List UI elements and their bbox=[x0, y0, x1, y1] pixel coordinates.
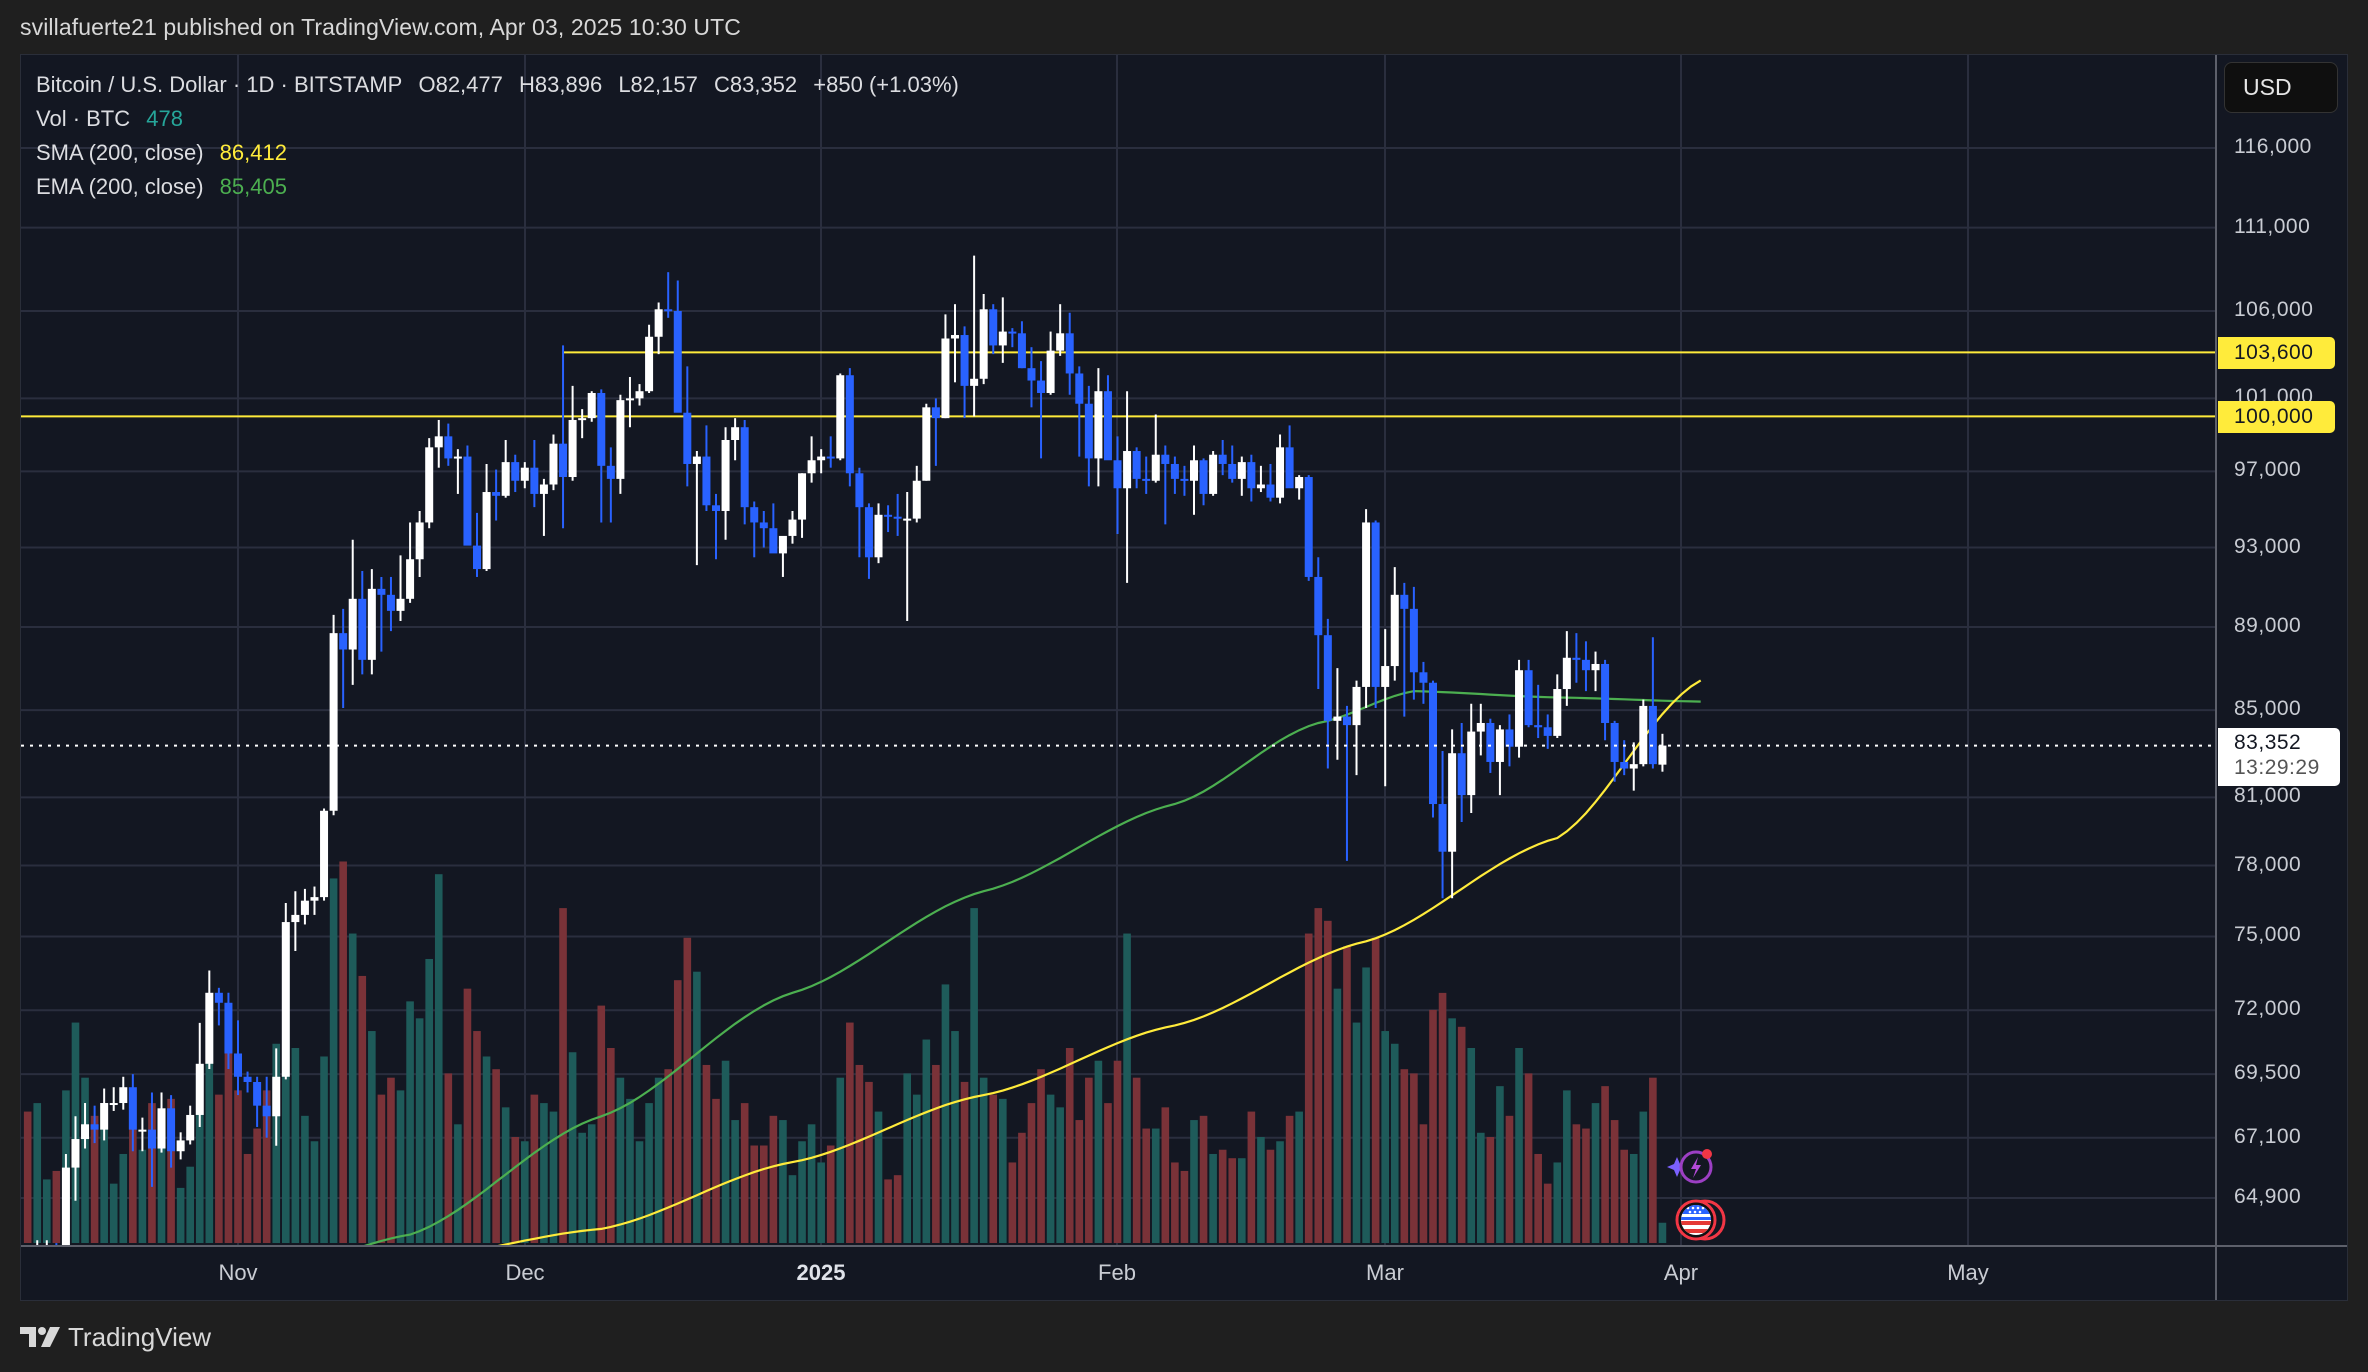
legend-low: L82,157 bbox=[618, 72, 698, 97]
legend-change: +850 (+1.03%) bbox=[813, 72, 959, 97]
sma-200-line bbox=[492, 679, 1702, 1246]
sma-value: 86,412 bbox=[219, 140, 287, 165]
time-tick-label: Feb bbox=[1098, 1260, 1136, 1285]
publication-header: svillafuerte21 published on TradingView.… bbox=[20, 14, 741, 40]
last-price: 83,352 bbox=[2234, 731, 2302, 754]
price-tick-label: 106,000 bbox=[2234, 297, 2314, 321]
price-tick-label: 93,000 bbox=[2234, 534, 2302, 558]
price-tick-label: 75,000 bbox=[2234, 923, 2302, 947]
event-us-economic-icon[interactable] bbox=[1675, 1197, 1727, 1248]
price-tick-label: 111,000 bbox=[2234, 214, 2311, 238]
price-tick-label: 89,000 bbox=[2234, 614, 2302, 638]
ema-200-line bbox=[360, 689, 1701, 1246]
sma-label: SMA (200, close) bbox=[36, 140, 204, 165]
time-tick-label: Apr bbox=[1663, 1260, 1699, 1285]
price-tick-label: 67,100 bbox=[2234, 1124, 2302, 1148]
legend-symbol-row: Bitcoin / U.S. Dollar · 1D · BITSTAMP O8… bbox=[36, 68, 959, 102]
last-price-tag: 83,352 13:29:29 bbox=[2218, 728, 2340, 786]
ema-label: EMA (200, close) bbox=[36, 174, 204, 199]
time-tick-label: 2025 bbox=[796, 1260, 846, 1285]
price-tick-label: 97,000 bbox=[2234, 458, 2302, 482]
price-tick-label: 85,000 bbox=[2234, 697, 2302, 721]
legend-high: H83,896 bbox=[519, 72, 603, 97]
price-tick-label: 78,000 bbox=[2234, 852, 2302, 876]
price-tick-label: 69,500 bbox=[2234, 1061, 2302, 1085]
legend-volume-row[interactable]: Vol · BTC 478 bbox=[36, 102, 959, 136]
price-tick-label: 81,000 bbox=[2234, 784, 2302, 808]
price-tick-label: 72,000 bbox=[2234, 997, 2302, 1021]
legend-ema-row[interactable]: EMA (200, close) 85,405 bbox=[36, 170, 959, 204]
logo-text: TradingView bbox=[68, 1322, 212, 1352]
price-tick-label: 64,900 bbox=[2234, 1184, 2302, 1208]
volume-value: 478 bbox=[146, 106, 183, 131]
chart-legend: Bitcoin / U.S. Dollar · 1D · BITSTAMP O8… bbox=[36, 68, 959, 204]
time-tick-label: Nov bbox=[218, 1260, 258, 1285]
currency-button[interactable]: USD bbox=[2224, 62, 2338, 113]
legend-sma-row[interactable]: SMA (200, close) 86,412 bbox=[36, 136, 959, 170]
ema-value: 85,405 bbox=[219, 174, 287, 199]
bar-countdown: 13:29:29 bbox=[2234, 756, 2320, 779]
legend-open: O82,477 bbox=[418, 72, 503, 97]
tradingview-logo-icon bbox=[20, 1326, 60, 1347]
symbol-title[interactable]: Bitcoin / U.S. Dollar · 1D · BITSTAMP bbox=[36, 72, 403, 97]
price-pane bbox=[21, 55, 2216, 1246]
time-tick-label: Mar bbox=[1366, 1260, 1404, 1285]
level-tag-100000: 100,000 bbox=[2218, 401, 2335, 433]
tradingview-logo[interactable]: TradingView bbox=[20, 1322, 211, 1353]
volume-label: Vol · BTC bbox=[36, 106, 131, 131]
time-tick-label: Dec bbox=[505, 1260, 545, 1285]
event-earnings-icon[interactable] bbox=[1667, 1145, 1717, 1200]
legend-close: C83,352 bbox=[713, 72, 798, 97]
price-tick-label: 116,000 bbox=[2234, 135, 2312, 158]
level-tag-103600: 103,600 bbox=[2218, 337, 2335, 369]
time-tick-label: May bbox=[1947, 1260, 1989, 1285]
